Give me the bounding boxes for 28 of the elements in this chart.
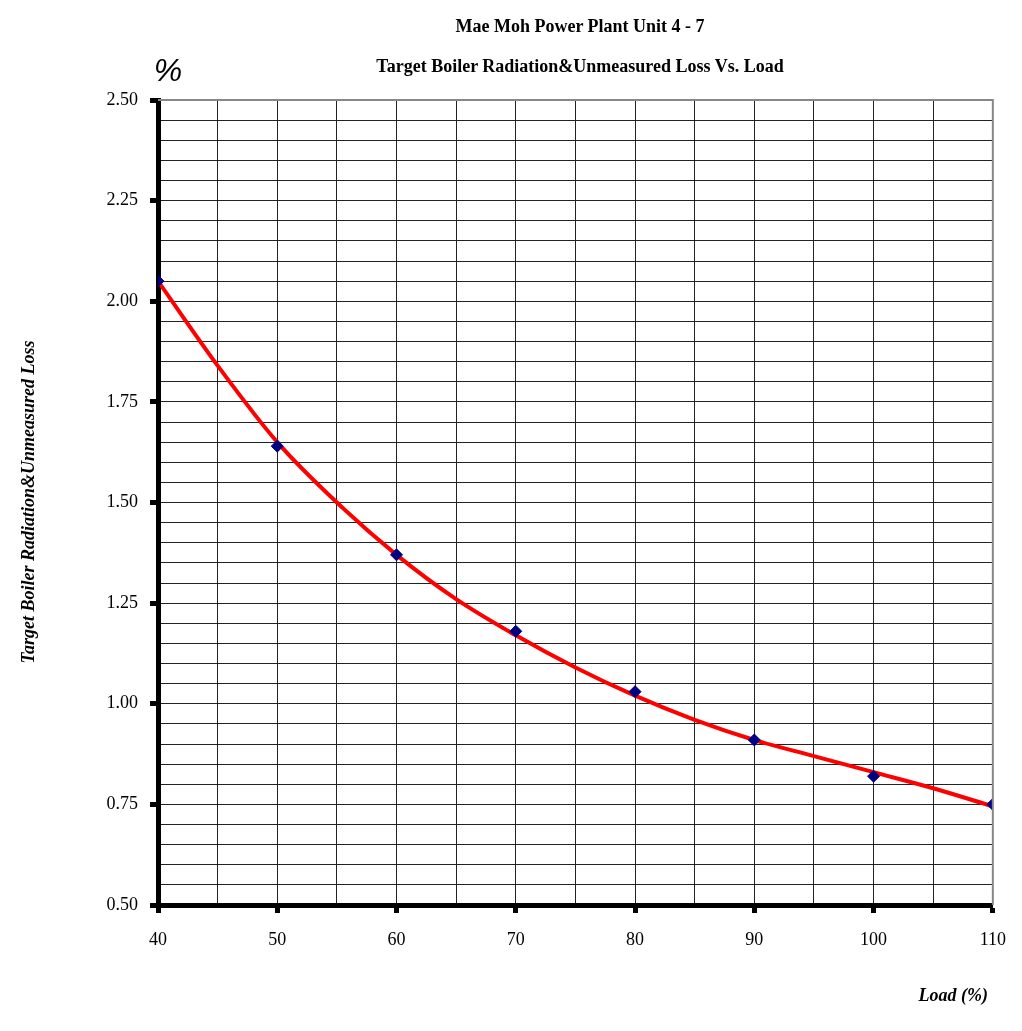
point bbox=[867, 769, 881, 783]
x-tick-label: 70 bbox=[506, 928, 525, 949]
x-tick-label: 90 bbox=[745, 928, 764, 949]
point bbox=[628, 685, 642, 699]
y-tick-label: 0.75 bbox=[106, 793, 138, 814]
y-tick-label: 2.50 bbox=[106, 88, 138, 109]
x-tick-label: 40 bbox=[149, 928, 167, 949]
chart-title: Mae Moh Power Plant Unit 4 - 7 bbox=[455, 16, 705, 37]
text: 0.50 bbox=[106, 893, 138, 914]
point bbox=[747, 733, 761, 747]
y-tick-label: 1.25 bbox=[106, 591, 138, 612]
x-tick-label: 60 bbox=[387, 928, 406, 949]
y-tick-label: 1.75 bbox=[106, 390, 138, 411]
text: % bbox=[153, 52, 183, 89]
x-tick-label: 100 bbox=[860, 928, 888, 949]
x-tick-label: 50 bbox=[268, 928, 287, 949]
y-tick-label: 1.50 bbox=[106, 491, 138, 512]
chart-subtitle: Target Boiler Radiation&Unmeasured Loss Vs. Load bbox=[376, 56, 784, 77]
point bbox=[390, 548, 404, 562]
x-axis-title: Load (%) bbox=[918, 985, 988, 1006]
y-axis-title: Target Boiler Radiation&Unmeasured Loss bbox=[17, 340, 39, 664]
point bbox=[509, 624, 523, 638]
point bbox=[270, 439, 284, 453]
y-tick-label: 1.00 bbox=[106, 692, 138, 713]
y-tick-label: 2.00 bbox=[106, 289, 138, 310]
y-tick-label: 2.25 bbox=[106, 189, 138, 210]
x-tick-label: 80 bbox=[626, 928, 645, 949]
x-tick-label: 110 bbox=[979, 928, 1007, 949]
